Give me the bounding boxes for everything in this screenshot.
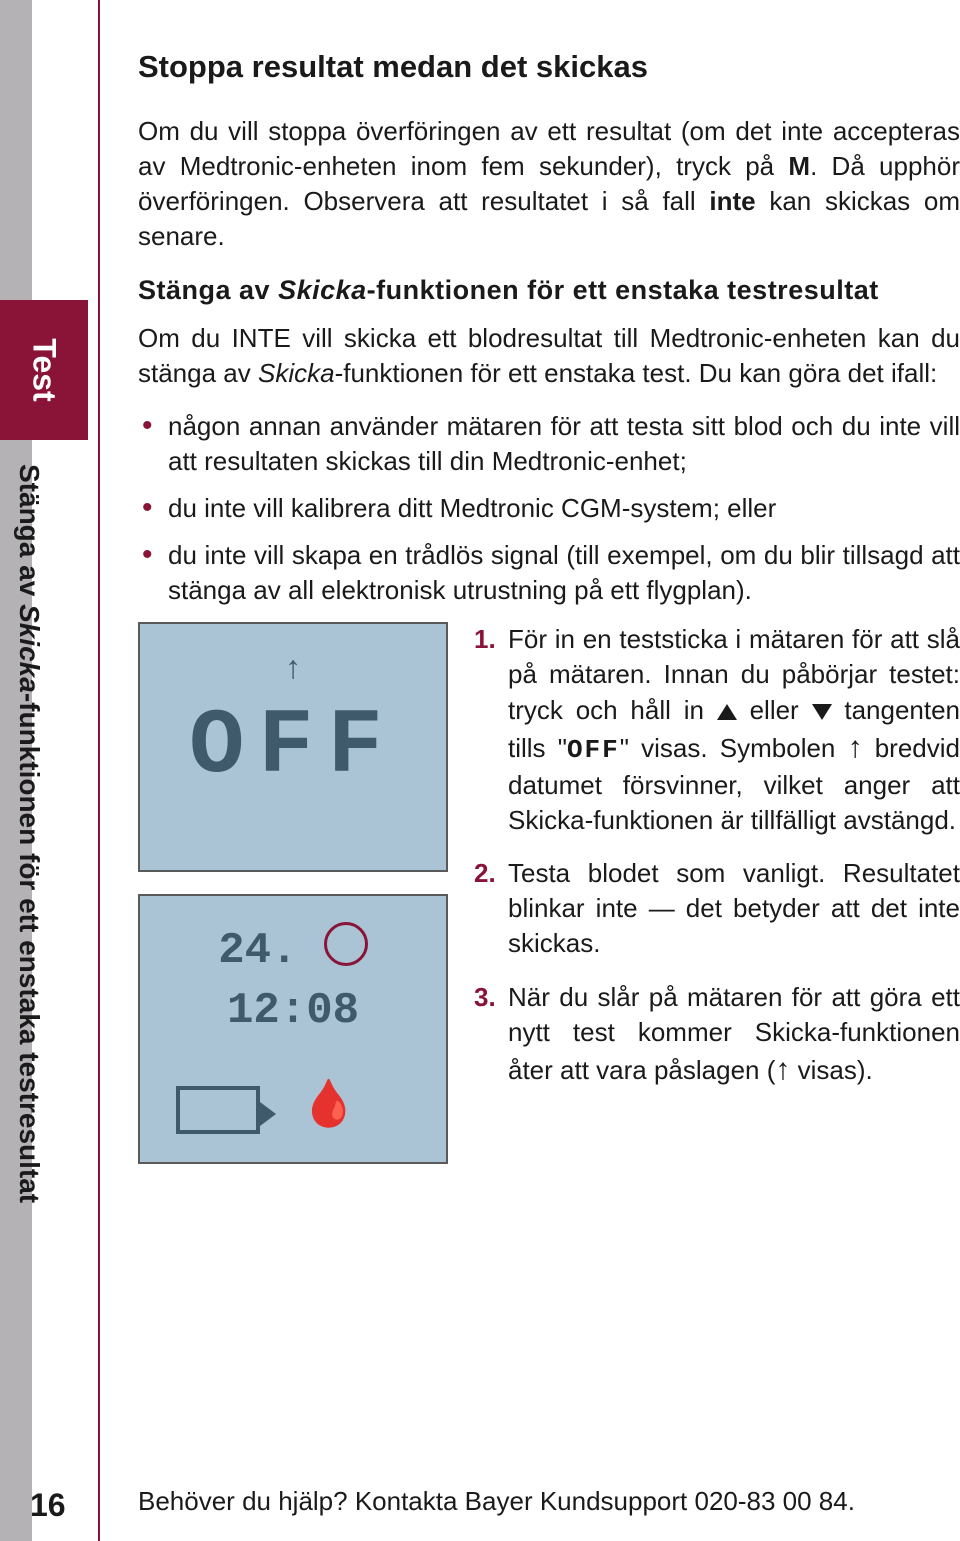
- main-content: Stoppa resultat medan det skickas Om du …: [138, 46, 960, 1164]
- sidebar-tab-label: Test: [22, 338, 65, 401]
- sub-title: Stänga av Skicka-funktionen för ett enst…: [138, 272, 960, 308]
- lcd-screenshot-off: ↑ OFF: [138, 622, 448, 872]
- vertical-divider: [98, 0, 100, 1541]
- steps-text-column: 1. För in en teststicka i mätaren för at…: [474, 622, 960, 1164]
- bullet-item: du inte vill skapa en trådlös signal (ti…: [138, 538, 960, 608]
- teststrip-icon: [176, 1086, 260, 1134]
- lcd-screenshot-strip: 24. 12:08 🩸: [138, 894, 448, 1164]
- page-number: 16: [30, 1484, 66, 1527]
- lcd-date-row: 24. 12:08: [140, 918, 446, 1041]
- bullet-list: någon annan använder mätaren för att tes…: [138, 409, 960, 608]
- intro-paragraph: Om du vill stoppa överföringen av ett re…: [138, 114, 960, 254]
- bullet-item: någon annan använder mätaren för att tes…: [138, 409, 960, 479]
- lcd-date-left: 24.: [218, 926, 297, 976]
- bullet-item: du inte vill kalibrera ditt Medtronic CG…: [138, 491, 960, 526]
- lcd-date-right: 12:08: [227, 986, 359, 1036]
- step-item: 3. När du slår på mätaren för att göra e…: [474, 980, 960, 1091]
- step-number: 3.: [474, 980, 496, 1015]
- steps-row: ↑ OFF 24. 12:08 🩸 1. För i: [138, 622, 960, 1164]
- step-number: 2.: [474, 856, 496, 891]
- red-circle-highlight: [324, 922, 368, 966]
- footer-help-text: Behöver du hjälp? Kontakta Bayer Kundsup…: [138, 1484, 855, 1519]
- lcd-arrow-icon: ↑: [285, 646, 301, 689]
- blood-drop-icon: 🩸: [300, 1072, 357, 1134]
- sidebar-tab: Test: [0, 300, 88, 440]
- page-title: Stoppa resultat medan det skickas: [138, 46, 960, 88]
- step-images-column: ↑ OFF 24. 12:08 🩸: [138, 622, 448, 1164]
- step-body: För in en teststicka i mätaren för att s…: [508, 624, 960, 835]
- step-item: 1. För in en teststicka i mätaren för at…: [474, 622, 960, 838]
- sidebar: Test Stänga av Skicka-funktionen för ett…: [0, 0, 100, 1541]
- step-body: Testa blodet som vanligt. Resultatet bli…: [508, 858, 960, 958]
- sidebar-section-label: Stänga av Skicka-funktionen för ett enst…: [10, 464, 48, 1203]
- step-item: 2. Testa blodet som vanligt. Resultatet …: [474, 856, 960, 961]
- step-number: 1.: [474, 622, 496, 657]
- step-body: När du slår på mätaren för att göra ett …: [508, 982, 960, 1085]
- paragraph-2: Om du INTE vill skicka ett blodresultat …: [138, 321, 960, 391]
- lcd-off-text: OFF: [189, 685, 397, 809]
